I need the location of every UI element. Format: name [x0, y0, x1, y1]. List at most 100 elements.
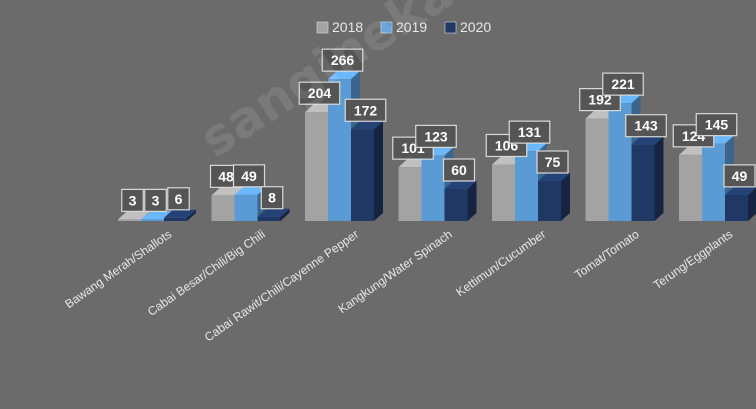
- data-label: 221: [602, 72, 644, 96]
- bar: [164, 209, 196, 221]
- data-label-box: [344, 98, 387, 122]
- data-label: 3: [121, 188, 144, 212]
- data-label: 266: [321, 48, 364, 72]
- legend-swatch: [444, 21, 457, 34]
- legend-swatch: [316, 21, 329, 34]
- data-label: 143: [625, 114, 667, 138]
- bar-front: [444, 189, 468, 221]
- data-label: 75: [536, 150, 569, 174]
- bar-top: [328, 71, 360, 80]
- data-labels: 3 3 648 49820426617210112360106131751922211…: [121, 48, 756, 212]
- bar-front: [141, 219, 164, 221]
- data-label-text: 221: [611, 76, 635, 92]
- data-label-text: 204: [308, 85, 332, 101]
- legend-label: 2018: [332, 19, 363, 35]
- data-label-box: [260, 186, 284, 210]
- data-label-box: [121, 188, 144, 212]
- bar-front: [515, 151, 538, 221]
- data-label-box: [695, 113, 738, 137]
- bar-side: [280, 208, 290, 221]
- data-label: 6: [167, 187, 190, 211]
- legend: 2018 2019 2020: [316, 19, 491, 35]
- data-label-text: 49: [241, 168, 257, 184]
- bar-top: [164, 209, 196, 218]
- bar: [351, 121, 383, 221]
- bar-top: [118, 211, 150, 220]
- data-label-text: 3: [152, 192, 160, 208]
- data-label: 8: [260, 186, 284, 210]
- bar-front: [211, 195, 235, 221]
- data-label-box: [298, 81, 341, 105]
- data-label-box: [144, 188, 167, 212]
- legend-item-2018: 2018: [316, 19, 363, 35]
- bar-front: [631, 144, 655, 221]
- data-label-box: [723, 164, 756, 188]
- bar-side: [561, 172, 570, 221]
- data-label-box: [415, 124, 457, 149]
- bar-front: [257, 216, 281, 221]
- category-label: Cabai Rawit/Chili/Cayenne Pepper: [202, 227, 361, 344]
- bars: [118, 71, 756, 222]
- bar-front: [305, 112, 328, 221]
- bar-front: [164, 217, 187, 221]
- data-label: 3: [144, 188, 167, 212]
- category-label: Tomat/Tomato: [572, 227, 642, 282]
- legend-swatch: [380, 21, 393, 34]
- data-label-text: 131: [518, 124, 542, 140]
- bar: [725, 186, 756, 221]
- bar: [538, 172, 570, 221]
- bar-side: [748, 187, 756, 221]
- data-label-text: 60: [451, 162, 467, 178]
- data-label-box: [602, 72, 644, 96]
- data-label-box: [442, 158, 476, 182]
- data-label-text: 123: [424, 128, 448, 144]
- data-label-text: 75: [545, 154, 561, 170]
- data-label: 123: [415, 124, 457, 149]
- bar-front: [538, 181, 561, 221]
- bar-top: [257, 208, 290, 217]
- data-label-box: [625, 114, 667, 138]
- bar-top: [234, 186, 267, 195]
- data-label-text: 3: [129, 192, 137, 208]
- bar-front: [398, 167, 422, 221]
- data-label: 60: [442, 158, 476, 182]
- bar: [631, 136, 664, 221]
- bar-front: [702, 143, 725, 221]
- bar: [257, 208, 290, 221]
- bar-side: [467, 180, 477, 221]
- bar-side: [187, 209, 196, 221]
- bar-front: [421, 155, 445, 221]
- data-label-box: [232, 164, 266, 188]
- bar-top: [631, 136, 664, 145]
- bar-top: [538, 172, 570, 181]
- bar-front: [492, 164, 515, 221]
- bar-top: [351, 121, 383, 130]
- data-label-text: 49: [732, 168, 748, 184]
- bar-top: [211, 187, 244, 196]
- bar-front: [725, 194, 748, 221]
- data-label-box: [536, 150, 569, 174]
- data-label-text: 145: [705, 117, 729, 133]
- legend-label: 2019: [396, 19, 427, 35]
- bar-front: [351, 129, 374, 221]
- legend-label: 2020: [460, 19, 491, 35]
- bar-side: [374, 121, 383, 221]
- data-label-text: 266: [331, 52, 355, 68]
- data-label-text: 6: [175, 191, 183, 207]
- bar-side: [654, 136, 664, 221]
- bar-front: [118, 219, 141, 221]
- category-label: Kettimun/Cucumber: [453, 227, 548, 299]
- bar-top: [725, 186, 756, 195]
- data-label: 49: [232, 164, 266, 188]
- bar-front: [234, 194, 258, 221]
- bar: [444, 180, 477, 221]
- data-label: 172: [344, 98, 387, 122]
- data-label-text: 48: [218, 168, 234, 184]
- data-label: 145: [695, 113, 738, 137]
- data-label-text: 172: [354, 102, 378, 118]
- legend-item-2020: 2020: [444, 19, 491, 35]
- bar-front: [585, 118, 609, 221]
